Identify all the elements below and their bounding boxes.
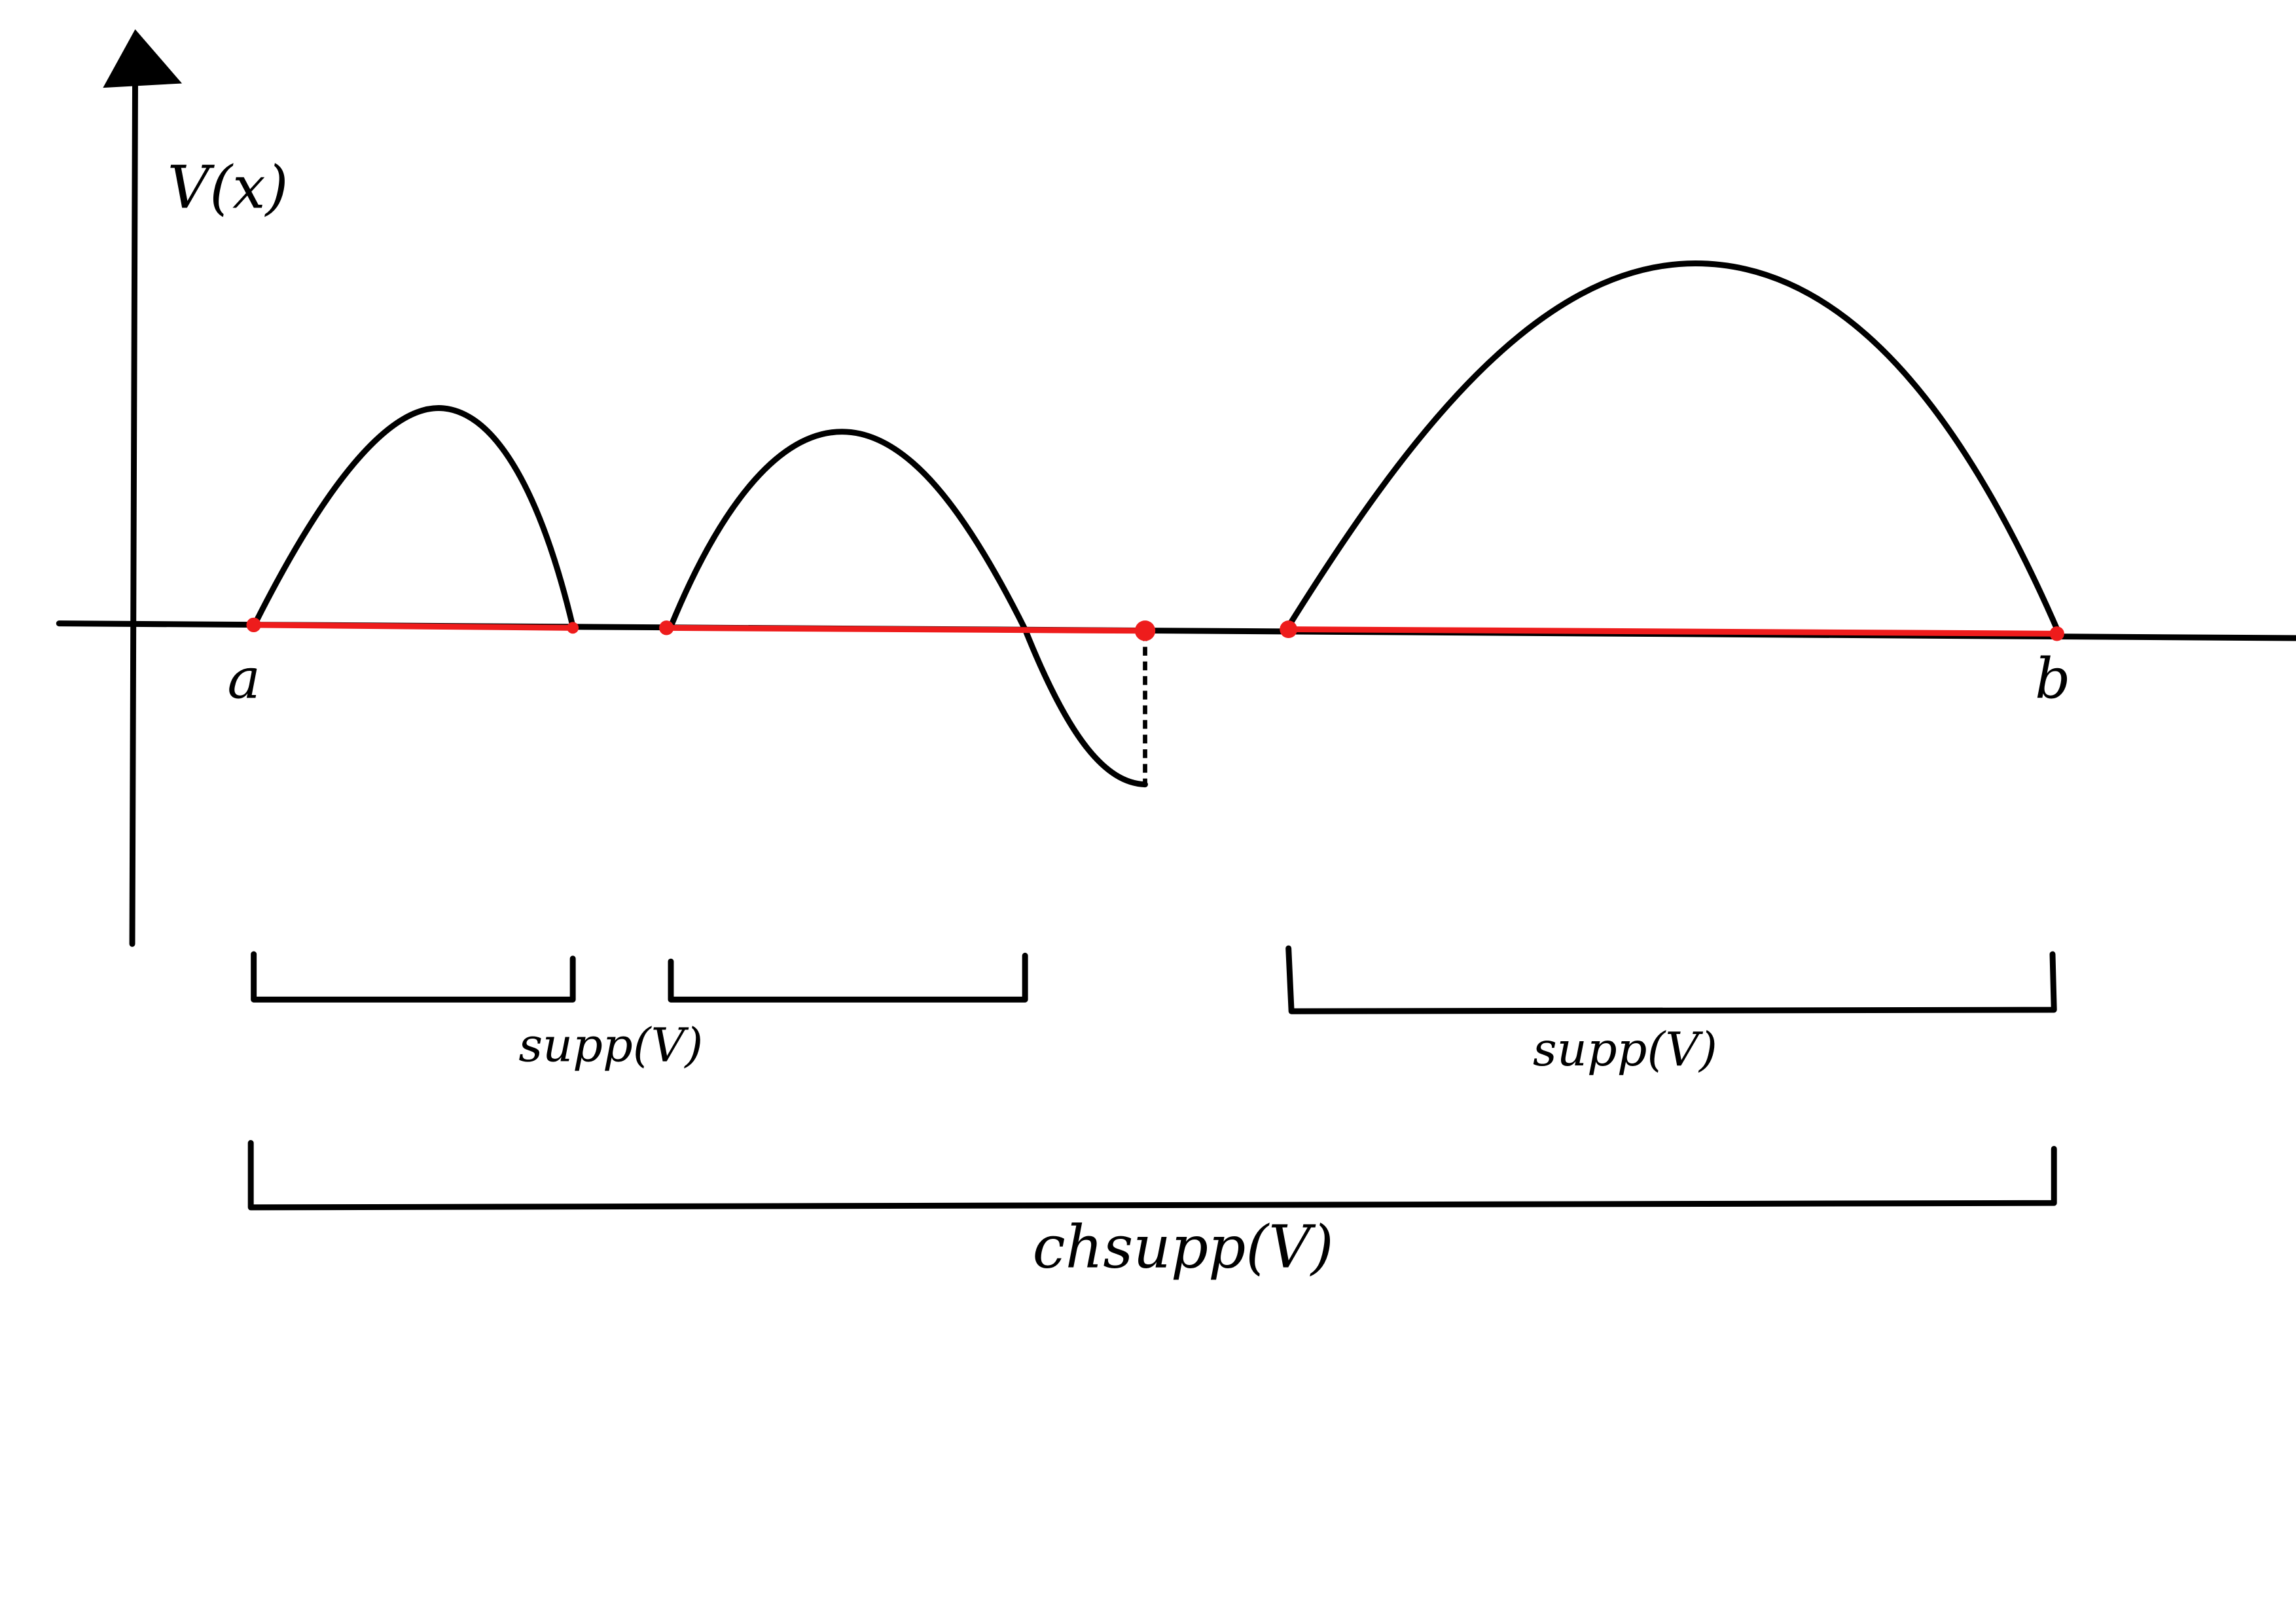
y-axis <box>129 77 138 947</box>
point <box>567 622 579 634</box>
bracket <box>1285 945 2057 1014</box>
point <box>1280 620 1298 639</box>
axis-label: V(x) <box>168 154 289 223</box>
bracket <box>251 951 576 1003</box>
point-label: b <box>2035 647 2070 712</box>
curve <box>1285 260 2062 635</box>
curve <box>253 405 576 630</box>
bracket-label: supp(V) <box>1533 1022 1717 1077</box>
hull-label: chsupp(V) <box>1033 1214 1334 1282</box>
support-segment <box>666 624 1145 634</box>
point <box>2049 626 2064 641</box>
points <box>246 617 2064 641</box>
curve <box>668 429 1149 788</box>
support-segment <box>1288 626 2057 637</box>
point-label: a <box>227 647 260 712</box>
point <box>659 620 674 635</box>
bracket <box>247 1140 2057 1211</box>
bracket <box>668 952 1028 1003</box>
bracket-label: supp(V) <box>518 1018 703 1072</box>
point <box>1134 620 1156 641</box>
support-segment <box>253 622 573 631</box>
axis-arrow <box>103 29 183 88</box>
point <box>246 617 261 633</box>
